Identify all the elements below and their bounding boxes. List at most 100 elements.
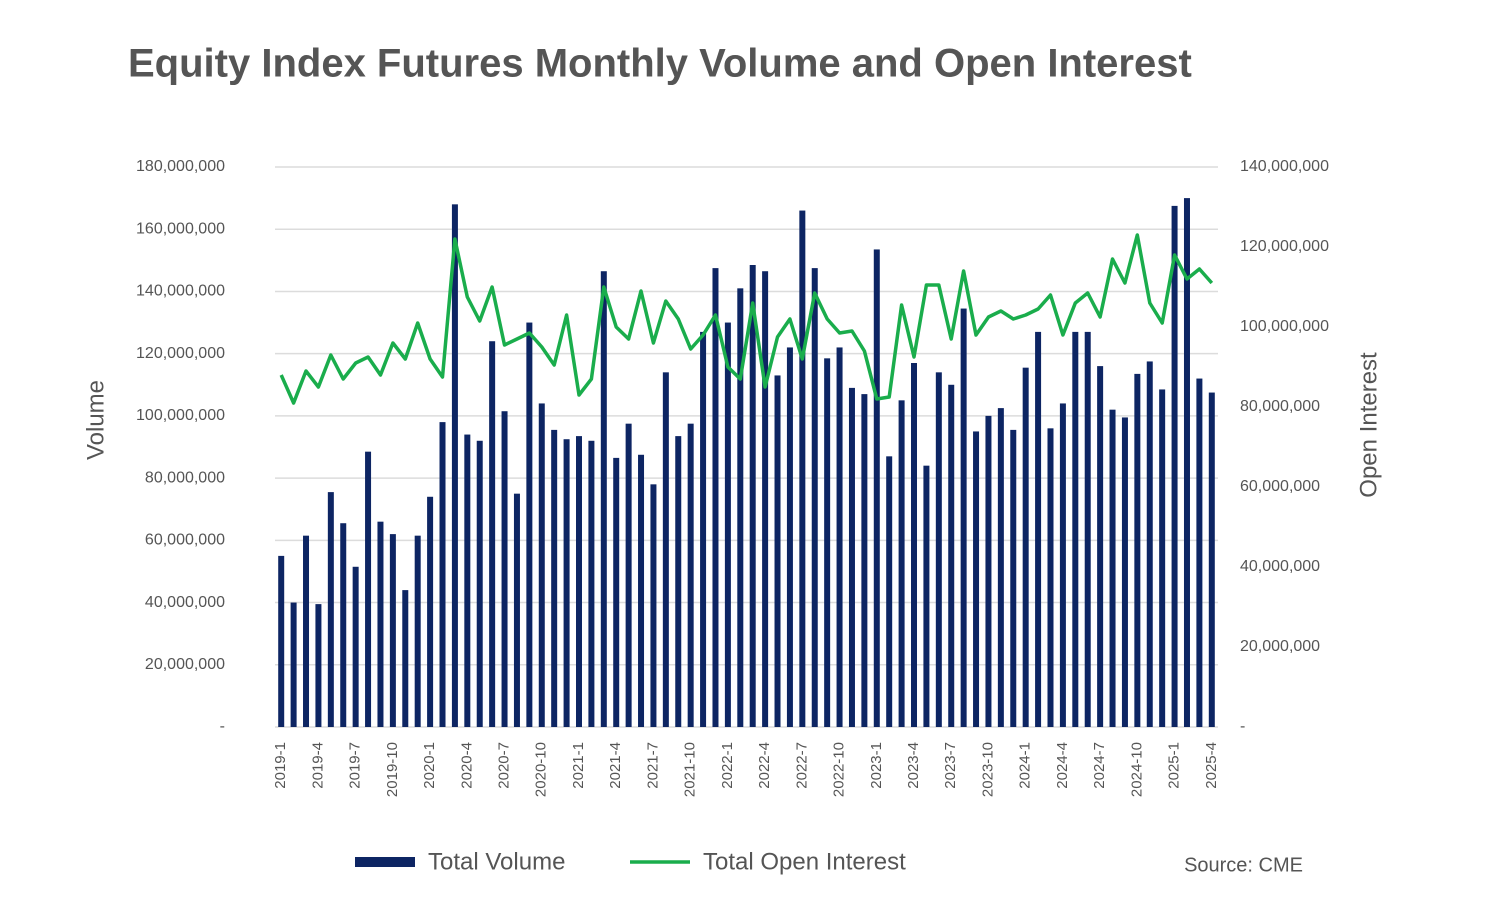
- bar: [973, 431, 980, 727]
- bar: [638, 454, 645, 727]
- bar: [737, 288, 744, 727]
- y2-tick-label: 120,000,000: [1240, 238, 1329, 255]
- y-tick-label: 80,000,000: [145, 469, 225, 486]
- x-tick-label: 2023-1: [868, 742, 885, 789]
- y-tick-label: 60,000,000: [145, 532, 225, 549]
- bar: [848, 387, 855, 727]
- y-tick-label: -: [220, 718, 225, 735]
- bar: [799, 210, 806, 728]
- bar: [451, 204, 458, 728]
- x-tick-label: 2023-7: [942, 742, 959, 789]
- x-tick-label: 2025-1: [1166, 742, 1183, 789]
- y-tick-label: 100,000,000: [136, 407, 225, 424]
- bar: [501, 411, 508, 727]
- bar: [948, 384, 955, 727]
- bar: [1010, 429, 1017, 727]
- bar: [861, 394, 868, 727]
- bar: [1183, 198, 1190, 728]
- y-tick-label: 40,000,000: [145, 594, 225, 611]
- x-tick-label: 2024-1: [1017, 742, 1034, 789]
- bar: [1121, 417, 1128, 727]
- bar: [526, 322, 533, 727]
- x-tick-label: 2022-7: [793, 742, 810, 789]
- bar: [402, 590, 409, 727]
- y-axis-label: Volume: [82, 380, 109, 460]
- y-tick-label: 160,000,000: [136, 220, 225, 237]
- x-tick-label: 2019-4: [309, 742, 326, 789]
- bar: [389, 534, 396, 727]
- bar: [551, 429, 558, 727]
- x-tick-label: 2019-1: [272, 742, 289, 789]
- bar: [712, 268, 719, 727]
- bar: [1047, 428, 1054, 727]
- bar: [675, 436, 682, 727]
- bar: [439, 422, 446, 727]
- bar: [960, 308, 967, 727]
- bar: [1022, 367, 1029, 727]
- bar: [1084, 331, 1091, 727]
- y2-tick-label: 60,000,000: [1240, 478, 1320, 495]
- y2-axis-label: Open Interest: [1355, 352, 1382, 498]
- x-tick-label: 2022-4: [756, 742, 773, 789]
- bar: [811, 268, 818, 727]
- bar: [898, 400, 905, 727]
- y-tick-label: 180,000,000: [136, 158, 225, 175]
- x-tick-label: 2019-7: [347, 742, 364, 789]
- bar: [1109, 409, 1116, 727]
- y-tick-label: 120,000,000: [136, 345, 225, 362]
- bar: [923, 465, 930, 727]
- bar: [1059, 403, 1066, 727]
- bar: [1035, 331, 1042, 727]
- x-tick-label: 2020-4: [458, 742, 475, 789]
- bar: [278, 555, 285, 727]
- legend-swatch: [355, 857, 415, 867]
- y2-tick-label: 100,000,000: [1240, 318, 1329, 335]
- bar: [489, 341, 496, 727]
- bar: [774, 375, 781, 727]
- bar: [414, 535, 421, 727]
- bar: [687, 423, 694, 727]
- bar: [724, 322, 731, 727]
- bar: [1072, 331, 1079, 727]
- bar: [625, 423, 632, 727]
- x-tick-label: 2022-1: [719, 742, 736, 789]
- bar: [824, 358, 831, 727]
- x-tick-label: 2022-10: [831, 742, 848, 797]
- bar: [588, 440, 595, 727]
- bar: [935, 372, 942, 727]
- x-tick-label: 2021-1: [570, 742, 587, 789]
- x-tick-label: 2020-7: [496, 742, 513, 789]
- y2-tick-label: -: [1240, 718, 1245, 735]
- bar: [303, 535, 310, 727]
- bar: [464, 434, 471, 727]
- bar: [650, 484, 657, 727]
- x-tick-label: 2024-10: [1128, 742, 1145, 797]
- bar: [997, 408, 1004, 727]
- line-series: [279, 233, 1214, 405]
- bar: [377, 521, 384, 727]
- bar: [1146, 361, 1153, 727]
- bar: [513, 493, 520, 727]
- bar: [476, 440, 483, 727]
- y2-tick-label: 80,000,000: [1240, 398, 1320, 415]
- y2-tick-label: 140,000,000: [1240, 158, 1329, 175]
- bar: [836, 347, 843, 727]
- legend-label: Total Volume: [428, 848, 565, 875]
- bar: [1208, 392, 1215, 727]
- x-tick-label: 2023-4: [905, 742, 922, 789]
- x-tick-label: 2025-4: [1203, 742, 1220, 789]
- bar: [538, 403, 545, 727]
- chart-title: Equity Index Futures Monthly Volume and …: [128, 42, 1192, 86]
- bar: [662, 372, 669, 727]
- bar: [575, 436, 582, 727]
- x-tick-label: 2019-10: [384, 742, 401, 797]
- legend-label: Total Open Interest: [703, 848, 906, 875]
- bar: [1171, 205, 1178, 727]
- bar: [762, 271, 769, 727]
- bar: [613, 457, 620, 727]
- bar: [786, 347, 793, 727]
- x-tick-label: 2021-7: [644, 742, 661, 789]
- x-tick-label: 2020-10: [533, 742, 550, 797]
- x-tick-label: 2023-10: [979, 742, 996, 797]
